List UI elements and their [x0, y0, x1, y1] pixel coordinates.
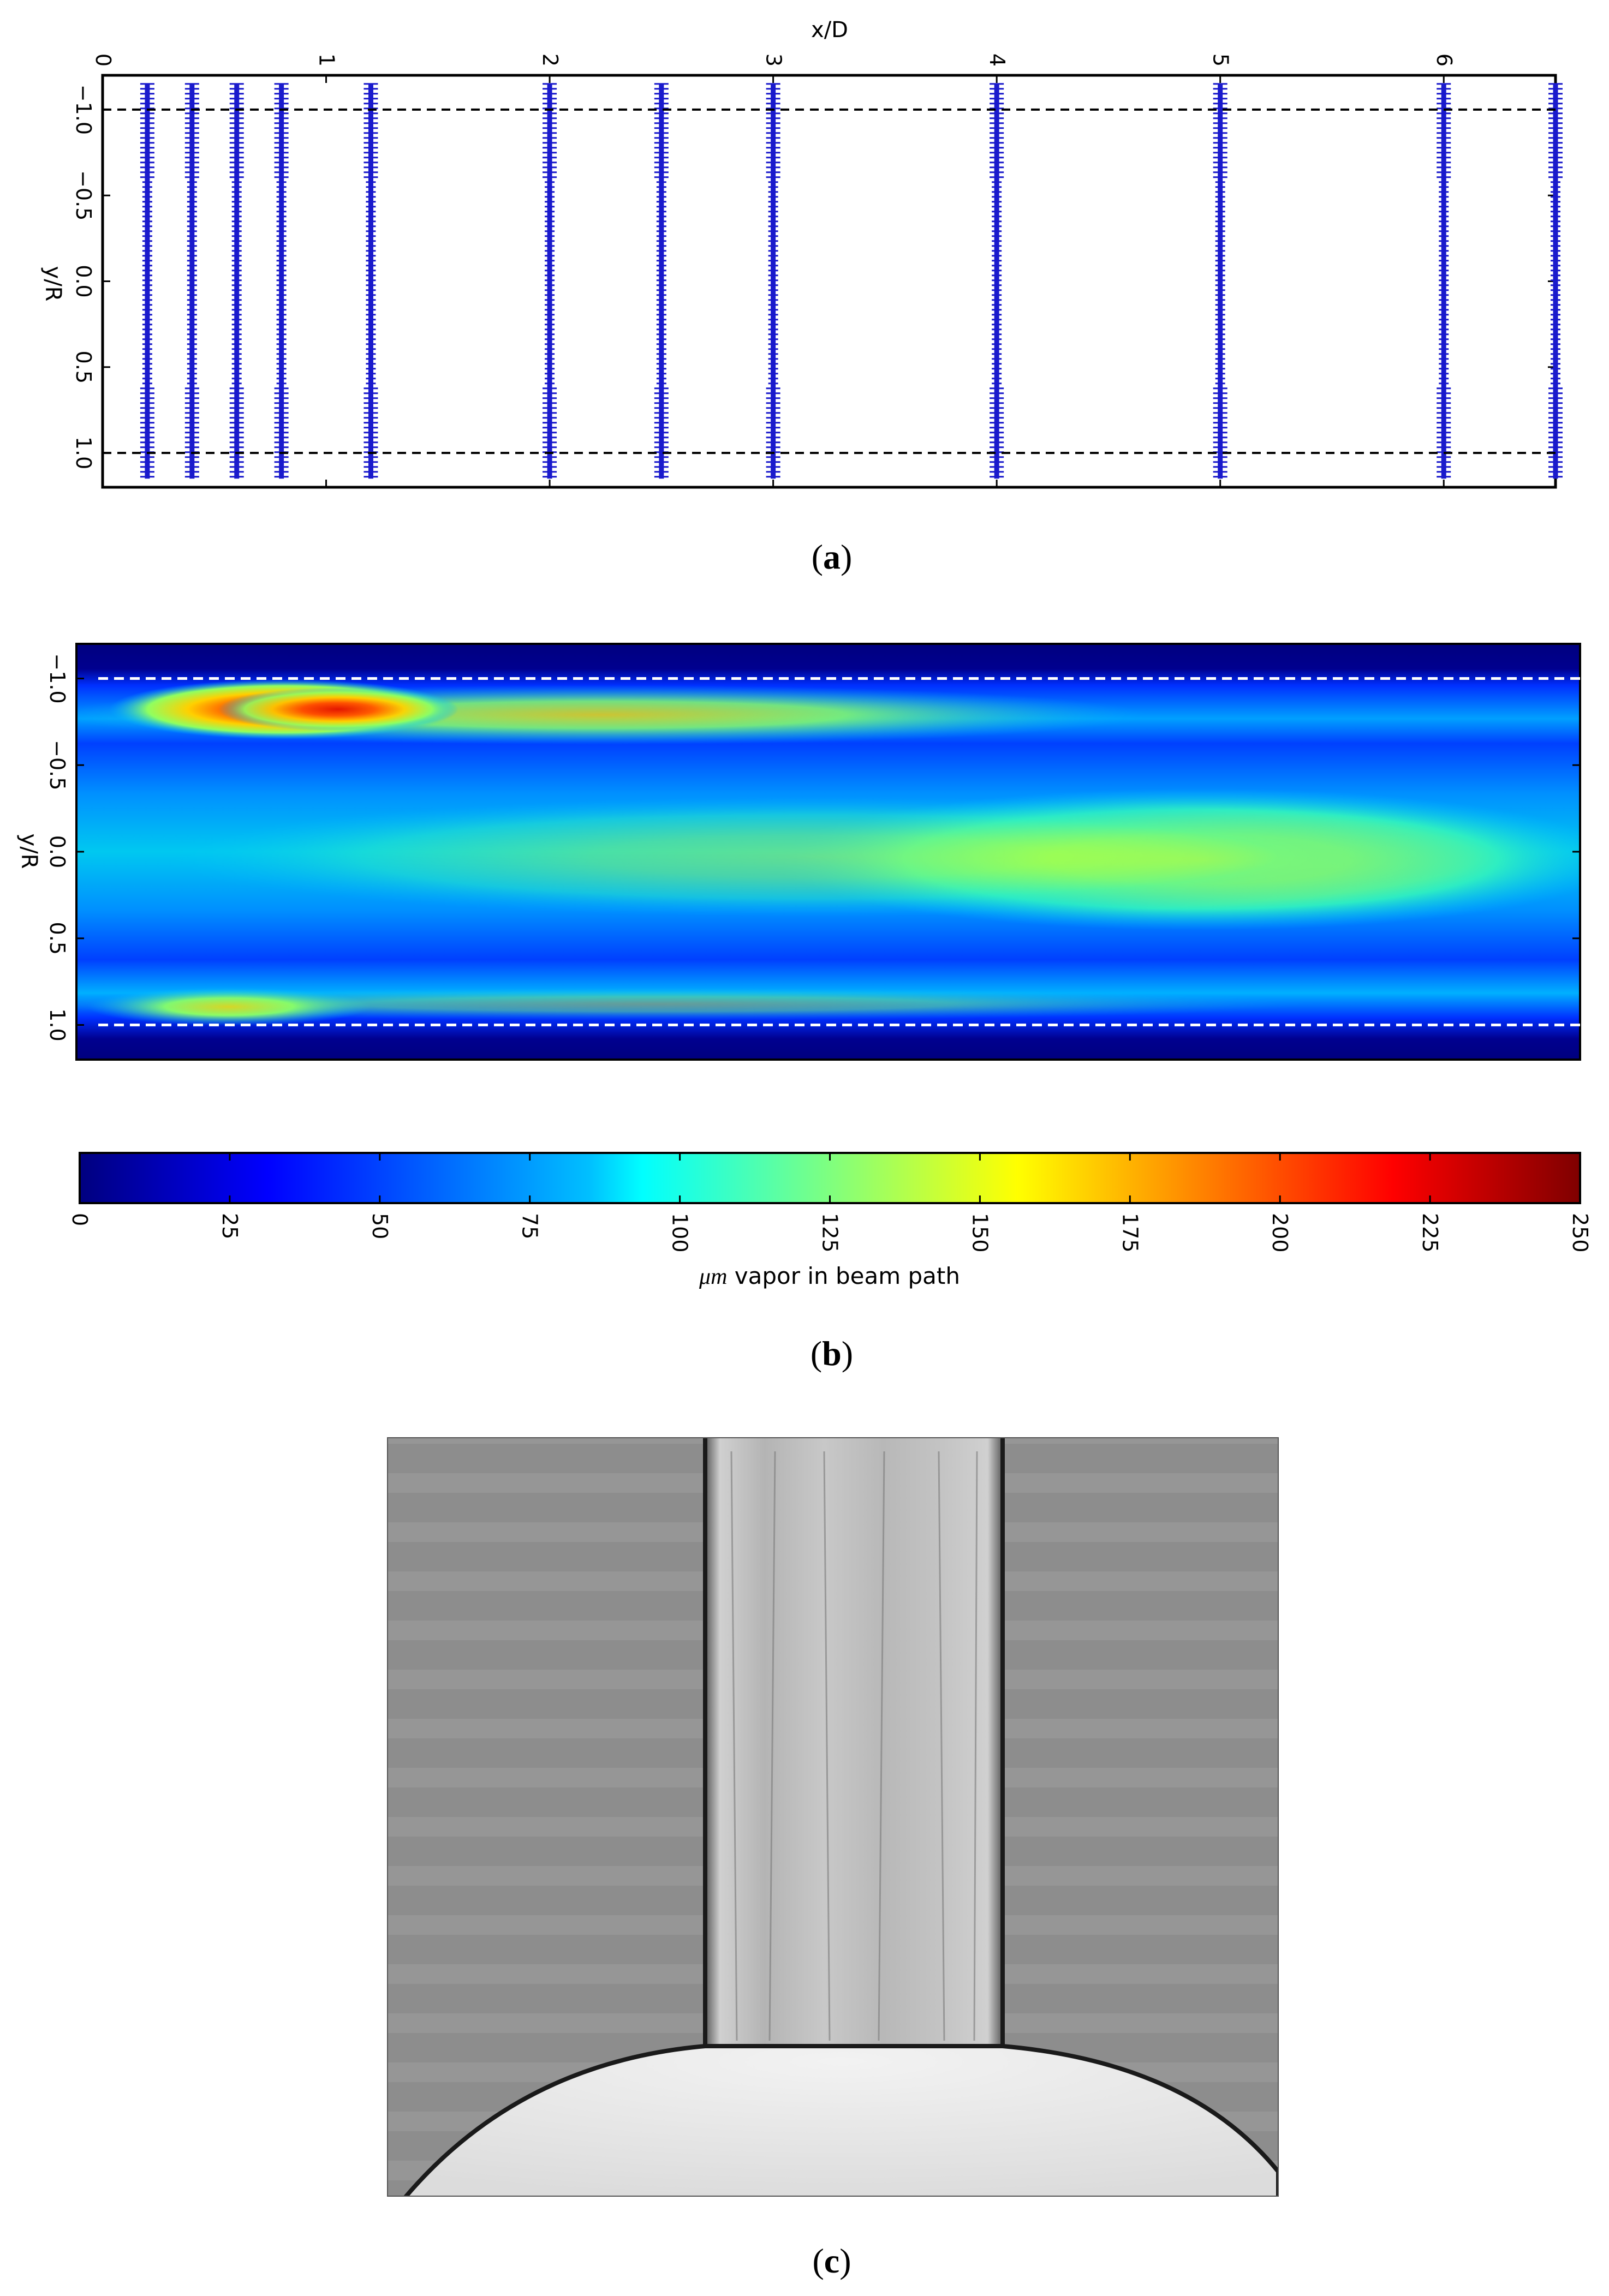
panel-label-b: (b)	[811, 1334, 853, 1373]
colorbar-tick-label: 125	[818, 1213, 842, 1253]
measurement-column	[229, 83, 244, 479]
heatmap-image	[76, 644, 1580, 1060]
colorbar-ticks: 0 25 50 75 100 125 150 175 200 225 250	[68, 1153, 1592, 1253]
x-tick-label: 4	[985, 53, 1009, 67]
x-tick-label: 2	[538, 53, 562, 67]
measurement-column	[654, 83, 669, 479]
colorbar-tick-label: 75	[518, 1213, 542, 1239]
measurement-column	[1437, 83, 1451, 479]
x-tick-label: 5	[1209, 53, 1233, 67]
measurement-column	[184, 83, 199, 479]
colorbar-tick-label: 25	[218, 1213, 242, 1239]
plot-frame-a	[101, 74, 1557, 489]
colorbar-tick-label: 0	[68, 1213, 92, 1226]
y-tick-label: 1.0	[45, 1008, 69, 1041]
y-tick-label: 0.0	[71, 265, 96, 297]
x-tick-label: 0	[91, 53, 115, 67]
colorbar-tick-label: 200	[1268, 1213, 1292, 1253]
panel-label-a: (a)	[812, 537, 853, 576]
measurement-column	[1213, 83, 1227, 479]
colorbar-tick-label: 150	[968, 1213, 992, 1253]
x-ticks-a: 0 1 2 3 4 5 6	[91, 53, 1456, 487]
y-tick-label: −0.5	[71, 170, 96, 220]
measurement-column	[990, 83, 1004, 479]
panel-a: x/D y/R 0 1 2 3 4 5 6 −1.0 −0.5 0.0 0.5 1.0	[40, 17, 1563, 489]
measurement-column	[1548, 83, 1563, 479]
panel-c-photo	[387, 1437, 1279, 2197]
y-tick-label: 0.0	[45, 835, 69, 868]
panel-b: y/R −1.0 −0.5 0.0 0.5 1.0 0 25 50 75 100 125 150 17…	[16, 643, 1592, 1289]
y-axis-label-a: y/R	[40, 266, 65, 302]
nozzle-dome	[403, 2044, 1278, 2196]
x-tick-label: 3	[762, 53, 786, 67]
x-tick-label: 1	[315, 53, 339, 67]
colorbar-tick-label: 225	[1418, 1213, 1442, 1253]
y-tick-label: 1.0	[71, 437, 96, 469]
y-tick-label: −1.0	[45, 653, 69, 703]
measurement-column	[766, 83, 780, 479]
liquid-jet	[705, 1438, 1003, 2054]
colorbar-tick-label: 50	[368, 1213, 392, 1239]
colorbar-tick-label: 250	[1568, 1213, 1592, 1253]
measurement-column	[274, 83, 289, 479]
y-ticks-b: −1.0 −0.5 0.0 0.5 1.0	[45, 653, 1580, 1042]
y-tick-label: 0.5	[71, 351, 96, 384]
y-tick-label: −0.5	[45, 740, 69, 790]
measurement-column	[140, 83, 154, 479]
x-tick-label: 6	[1432, 53, 1456, 67]
colorbar-tick-label: 175	[1118, 1213, 1142, 1253]
measurement-column	[363, 83, 378, 479]
colorbar-tick-label: 100	[668, 1213, 692, 1253]
colorbar-label: μm vapor in beam path	[699, 1263, 960, 1289]
y-tick-label: −1.0	[71, 85, 96, 135]
panel-label-c: (c)	[812, 2241, 851, 2280]
y-ticks-a: −1.0 −0.5 0.0 0.5 1.0	[71, 85, 1556, 469]
x-axis-label-a: x/D	[811, 17, 848, 43]
dashed-lines-a	[103, 108, 1556, 455]
dashed-lines-b	[98, 677, 1580, 1026]
y-tick-label: 0.5	[45, 922, 69, 955]
y-axis-label-b: y/R	[16, 834, 41, 869]
measurement-lines	[140, 83, 1563, 479]
